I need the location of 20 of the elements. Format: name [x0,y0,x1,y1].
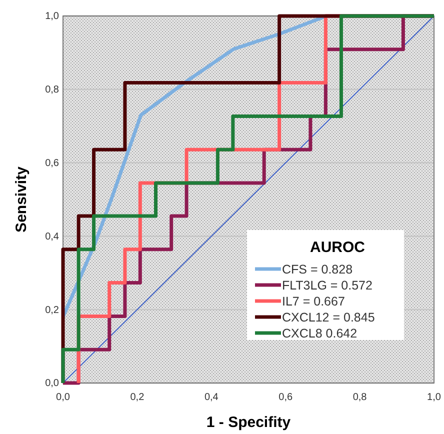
y-tick-label: 0,6 [45,158,60,169]
x-tick-label: 0,8 [352,392,368,404]
x-tick-label: 0,6 [278,392,293,404]
y-axis-title: Sensivity [13,166,30,232]
x-tick-label: 0,0 [56,392,70,404]
legend-label: CXCL8 0.642 [282,326,358,340]
y-tick-label: 0,2 [45,304,60,316]
x-tick-label: 0,4 [204,392,219,404]
x-axis-title: 1 - Specifity [206,414,292,431]
legend-label: CFS = 0.828 [282,262,353,276]
y-tick-label: 0,4 [45,231,60,242]
x-tick-label: 0,2 [130,392,145,404]
legend-label: FLT3LG = 0.572 [282,278,372,292]
legend-title: AUROC [310,239,366,256]
legend-label: IL7 = 0.667 [282,294,345,308]
legend-label: CXCL12 = 0.845 [282,310,375,324]
y-tick-label: 1,0 [45,11,60,22]
y-tick-label: 0,8 [45,84,60,96]
y-tick-label: 0,0 [45,378,60,390]
x-tick-label: 1,0 [427,392,442,404]
